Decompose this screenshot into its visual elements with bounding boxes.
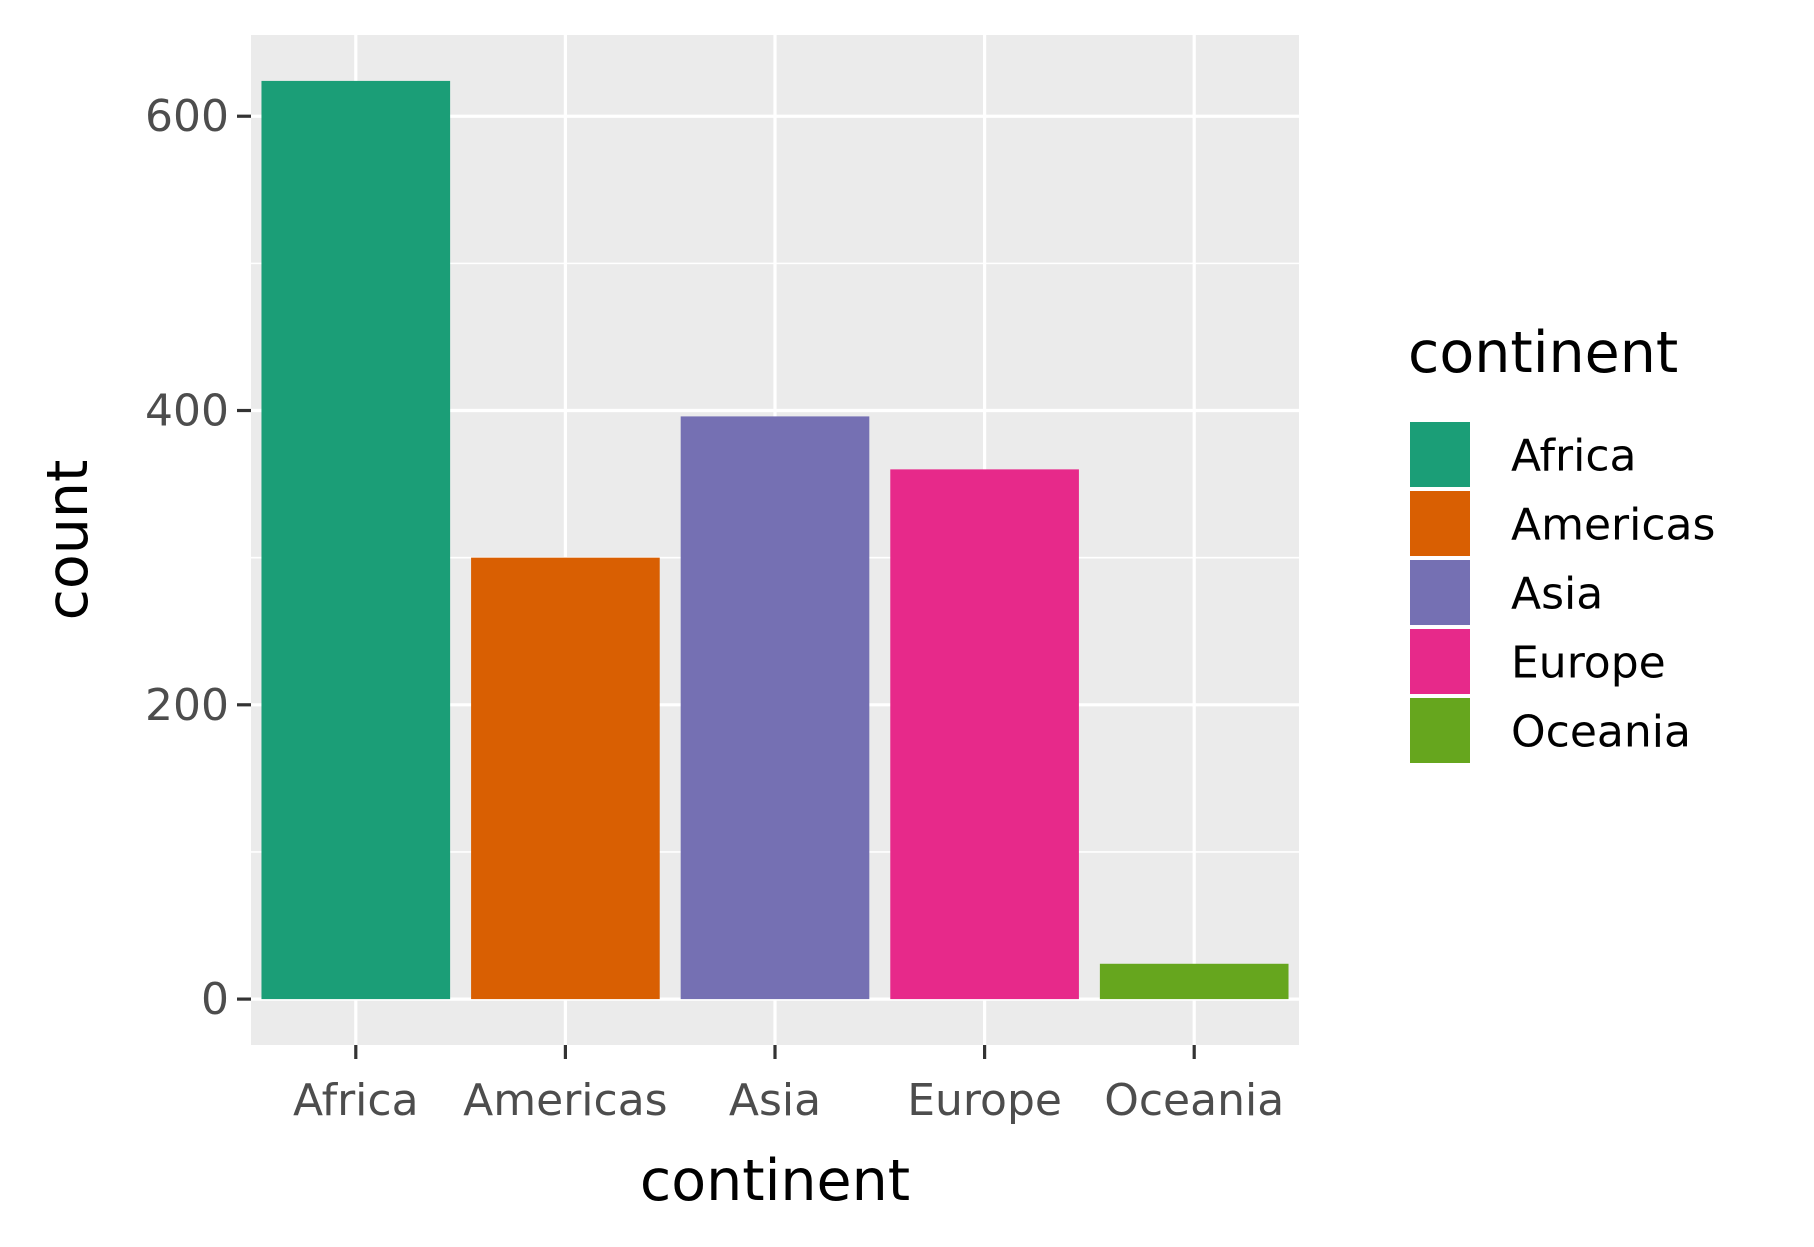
y-axis: 0 200 400 600 bbox=[145, 91, 251, 1025]
legend-swatch-africa bbox=[1410, 422, 1470, 487]
x-axis-title: continent bbox=[640, 1148, 910, 1214]
x-tick-label: Europe bbox=[907, 1075, 1062, 1126]
x-axis: Africa Americas Asia Europe Oceania bbox=[293, 1045, 1284, 1126]
bars bbox=[261, 80, 1289, 1000]
legend-label: Americas bbox=[1511, 500, 1715, 551]
bar-europe bbox=[890, 469, 1079, 1000]
legend-title: continent bbox=[1408, 320, 1678, 386]
x-tick-label: Asia bbox=[729, 1075, 821, 1126]
legend-swatch-asia bbox=[1410, 560, 1470, 625]
y-tick-label: 200 bbox=[145, 680, 229, 731]
y-tick-label: 400 bbox=[145, 386, 229, 437]
y-tick-label: 0 bbox=[201, 974, 229, 1025]
x-tick-label: Africa bbox=[293, 1075, 419, 1126]
bar-asia bbox=[680, 416, 870, 1000]
bar-americas bbox=[471, 557, 660, 1000]
y-axis-title: count bbox=[35, 460, 101, 621]
legend-label: Africa bbox=[1511, 431, 1637, 482]
x-tick-label: Americas bbox=[463, 1075, 667, 1126]
legend-swatch-oceania bbox=[1410, 698, 1470, 763]
bar-africa bbox=[261, 80, 451, 1000]
legend-label: Europe bbox=[1511, 638, 1666, 689]
legend-label: Asia bbox=[1511, 569, 1603, 620]
legend-label: Oceania bbox=[1511, 707, 1691, 758]
legend-swatch-americas bbox=[1410, 491, 1470, 556]
y-tick-label: 600 bbox=[145, 91, 229, 142]
bar-oceania bbox=[1099, 963, 1289, 1000]
legend-swatch-europe bbox=[1410, 629, 1470, 694]
legend: continent Africa Americas Asia Europe Oceani… bbox=[1408, 320, 1715, 765]
x-tick-label: Oceania bbox=[1104, 1075, 1284, 1126]
